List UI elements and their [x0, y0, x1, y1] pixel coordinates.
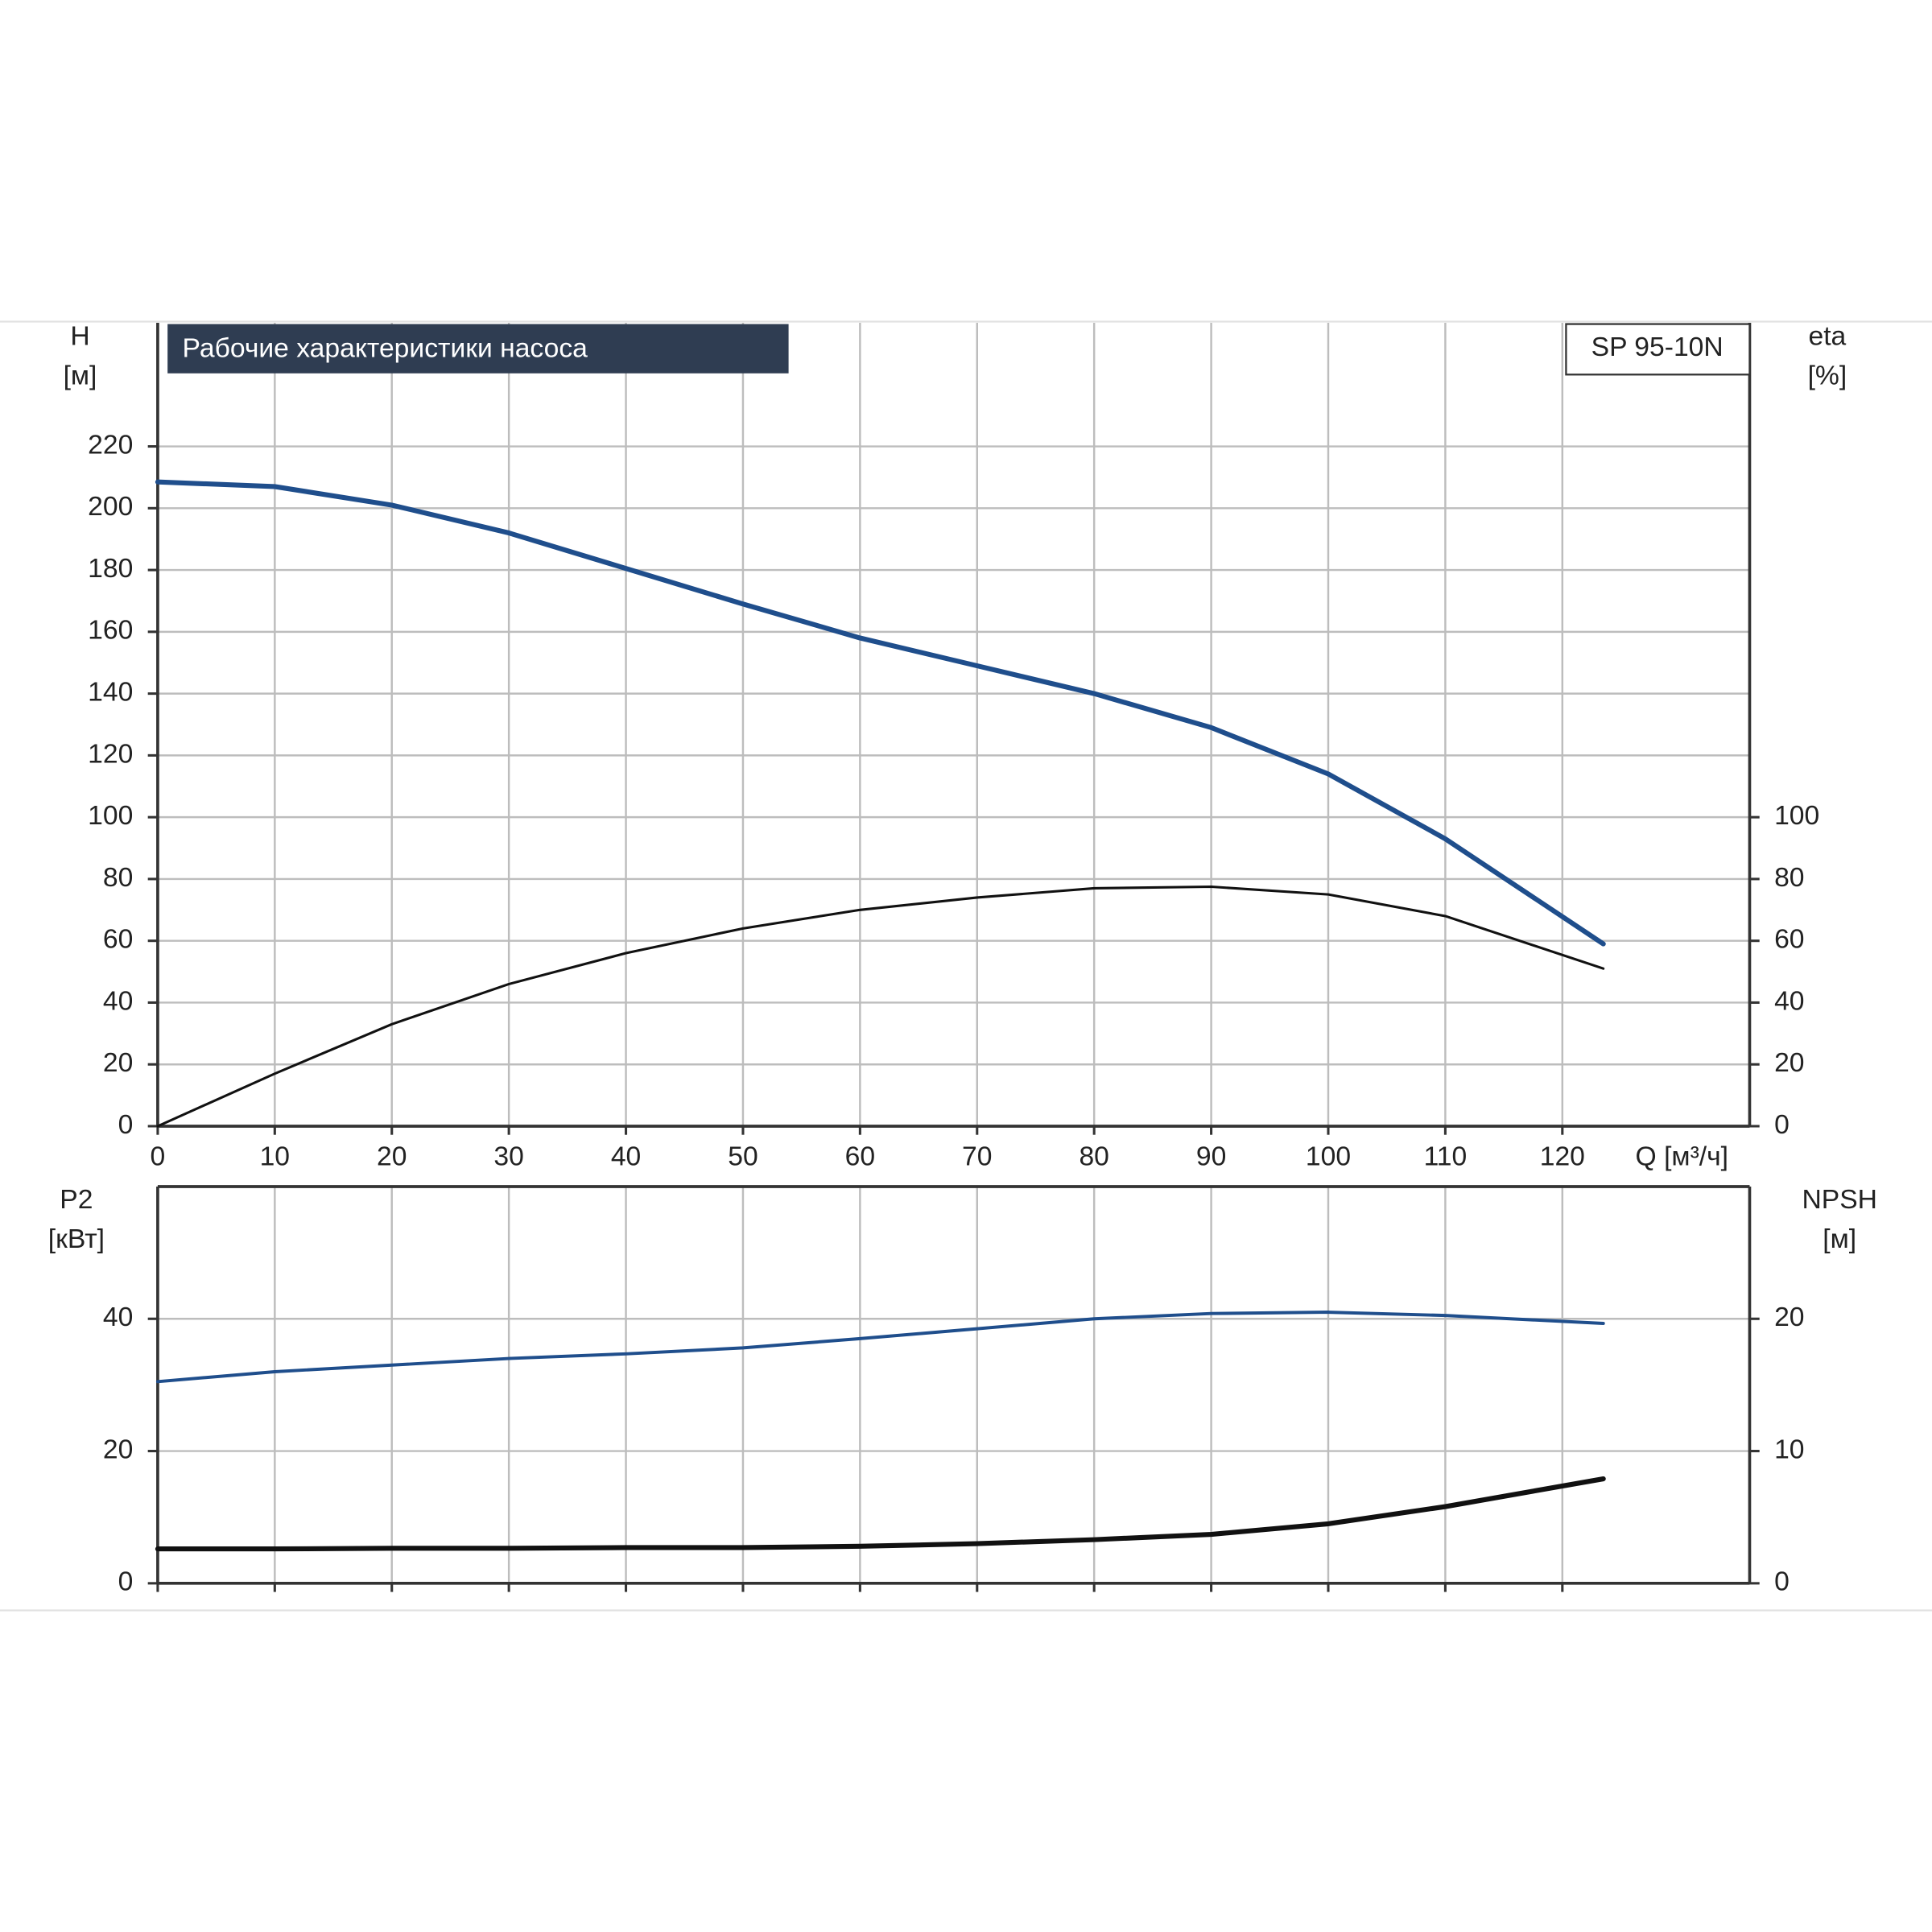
y-axis-label: [м]: [64, 361, 97, 390]
x-axis-label: Q [м³/ч]: [1636, 1142, 1728, 1172]
y-tick-label: 180: [88, 554, 133, 584]
y-tick-label: 20: [103, 1435, 133, 1464]
y-tick-label: 160: [88, 616, 133, 646]
x-tick-label: 50: [728, 1142, 758, 1172]
x-tick-label: 30: [493, 1142, 523, 1172]
y-tick-label: 200: [88, 492, 133, 522]
y2-axis-label: [%]: [1808, 361, 1847, 390]
curve: [155, 1311, 1605, 1384]
y-tick-label: 220: [88, 430, 133, 460]
x-tick-label: 100: [1306, 1142, 1351, 1172]
x-tick-label: 70: [962, 1142, 992, 1172]
title-box: [167, 324, 789, 374]
x-tick-label: 90: [1196, 1142, 1226, 1172]
y-tick-label: 20: [103, 1048, 133, 1078]
y-tick-label: 40: [103, 986, 133, 1016]
x-tick-label: 110: [1424, 1142, 1468, 1172]
y2-axis-label: eta: [1808, 321, 1846, 351]
y-tick-label: 0: [118, 1567, 134, 1597]
y-tick-label: 40: [103, 1302, 133, 1332]
y-tick-label: 100: [88, 801, 133, 831]
y2-tick-label: 80: [1774, 863, 1804, 893]
x-tick-label: 0: [151, 1142, 166, 1172]
x-tick-label: 20: [377, 1142, 407, 1172]
plots: 0 10 20 30 40 50 60 70 80 90 100 110 120020406080100…: [48, 321, 1877, 1596]
y-axis-label: H: [70, 321, 89, 351]
x-tick-label: 10: [260, 1142, 290, 1172]
model-label: SP 95-10N: [1591, 332, 1724, 362]
y2-axis-label: [м]: [1823, 1224, 1856, 1254]
chart-title: Рабочие характеристики насоса: [183, 334, 588, 364]
y2-tick-label: 10: [1774, 1435, 1804, 1464]
y2-tick-label: 0: [1774, 1567, 1790, 1597]
x-tick-label: 40: [611, 1142, 641, 1172]
y2-axis-label: NPSH: [1802, 1185, 1877, 1215]
y2-tick-label: 20: [1774, 1302, 1804, 1332]
curve: [156, 885, 1605, 1128]
x-tick-label: 120: [1540, 1142, 1585, 1172]
y-tick-label: 140: [88, 678, 133, 708]
y-axis-label: [кВт]: [48, 1224, 105, 1254]
y2-tick-label: 40: [1774, 986, 1804, 1016]
y2-tick-label: 60: [1774, 925, 1804, 955]
y2-tick-label: 20: [1774, 1048, 1804, 1078]
y-tick-label: 80: [103, 863, 133, 893]
model-box: [1565, 323, 1751, 376]
curve: [155, 479, 1606, 947]
y-tick-label: 60: [103, 925, 133, 955]
y2-tick-label: 0: [1774, 1110, 1790, 1140]
x-tick-label: 80: [1079, 1142, 1108, 1172]
y-tick-label: 120: [88, 739, 133, 769]
y-axis-label: P2: [60, 1185, 93, 1215]
y2-tick-label: 100: [1774, 801, 1819, 831]
x-tick-label: 60: [845, 1142, 875, 1172]
y-tick-label: 0: [118, 1110, 134, 1140]
curve: [155, 1476, 1606, 1552]
